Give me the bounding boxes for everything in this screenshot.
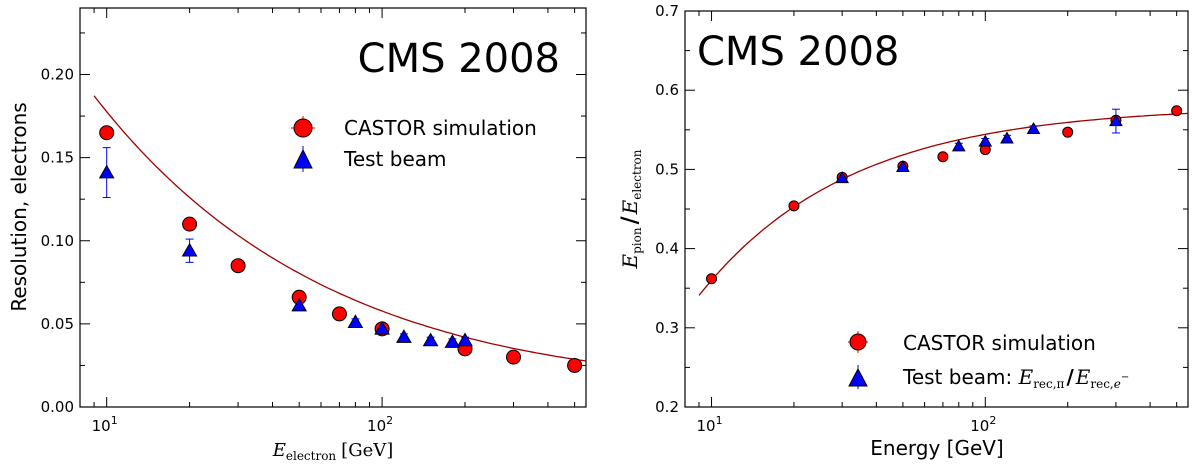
left-beam-point (291, 297, 308, 312)
right-legend-sim-label: CASTOR simulation (903, 331, 1096, 355)
left-sim-point (230, 258, 246, 274)
left-x-tick-label: 102 (367, 414, 393, 435)
left-y-tick-label: 0.20 (41, 66, 74, 84)
right-legend: CASTOR simulation Test beam: Erec,π / Erec,… (848, 331, 1129, 391)
right-y-axis-label: Epion/Eelectron (617, 149, 644, 269)
right-x-axis-label: Energy [GeV] (870, 436, 1003, 460)
left-chart-annotation: CMS 2008 (358, 36, 560, 82)
left-beam-point (374, 320, 390, 335)
left-plot-frame (79, 7, 587, 408)
right-sim-point (1062, 126, 1074, 138)
right-y-tick-label: 0.6 (655, 81, 679, 99)
left-beam-point (422, 332, 439, 347)
right-x-tick-label: 101 (696, 414, 722, 435)
right-beam-point (951, 139, 966, 152)
left-sim-point (567, 357, 583, 373)
left-legend: CASTOR simulation Test beam (291, 116, 537, 172)
left-sim-point (99, 125, 115, 141)
right-fit-curve (698, 112, 1189, 296)
right-chart-panel: 101 102 0.2 0.3 0.4 0.5 0.6 0.7 CMS 2008 CASTOR… (617, 2, 1189, 460)
right-y-tick-label: 0.5 (655, 160, 679, 178)
left-y-tick-label: 0.05 (41, 315, 74, 333)
left-x-axis-label: Eelectron [GeV] (272, 440, 394, 463)
left-x-tick-label: 101 (92, 414, 118, 435)
left-y-tick-label: 0.00 (41, 398, 74, 416)
left-beam-point (396, 329, 412, 343)
left-beam-point (347, 314, 364, 328)
right-sim-point (788, 200, 800, 212)
right-beam-point (1026, 122, 1041, 135)
right-legend-beam-marker (848, 367, 868, 387)
right-beam-point (835, 171, 850, 184)
right-sim-point (937, 151, 949, 163)
right-y-tick-label: 0.2 (655, 398, 679, 416)
left-sim-point (182, 216, 198, 232)
right-x-tick-label: 102 (970, 414, 996, 435)
right-beam-point (1109, 114, 1123, 127)
left-beam-point (181, 242, 198, 257)
right-y-tick-label: 0.4 (655, 240, 679, 258)
left-legend-sim-marker (293, 118, 313, 138)
right-beam-point (978, 134, 993, 147)
left-legend-beam-marker (293, 148, 313, 169)
right-beam-point (896, 160, 910, 173)
left-beam-point (457, 332, 473, 347)
left-beam-point (444, 334, 461, 348)
left-fit-curve (93, 95, 587, 362)
right-beam-point (1000, 131, 1014, 144)
left-y-tick-label: 0.15 (41, 149, 74, 167)
left-y-tick-label: 0.10 (41, 232, 74, 250)
left-chart-panel: 101 102 0.00 0.05 0.10 0.15 0.20 CMS 2008 CAST… (7, 7, 587, 463)
left-beam-point (98, 164, 115, 179)
left-sim-point (506, 349, 522, 365)
right-sim-point (706, 273, 718, 285)
right-y-tick-label: 0.3 (655, 319, 679, 337)
left-sim-point (331, 306, 347, 322)
right-sim-point (1171, 105, 1183, 117)
left-legend-beam-label: Test beam (343, 147, 446, 171)
right-y-tick-label: 0.7 (655, 2, 679, 20)
left-y-axis-label: Resolution, electrons (7, 102, 31, 311)
right-legend-sim-marker (849, 333, 867, 351)
right-chart-annotation: CMS 2008 (697, 29, 899, 75)
left-legend-sim-label: CASTOR simulation (344, 116, 537, 140)
right-legend-beam-label: Test beam: Erec,π / Erec,e− (902, 365, 1129, 391)
